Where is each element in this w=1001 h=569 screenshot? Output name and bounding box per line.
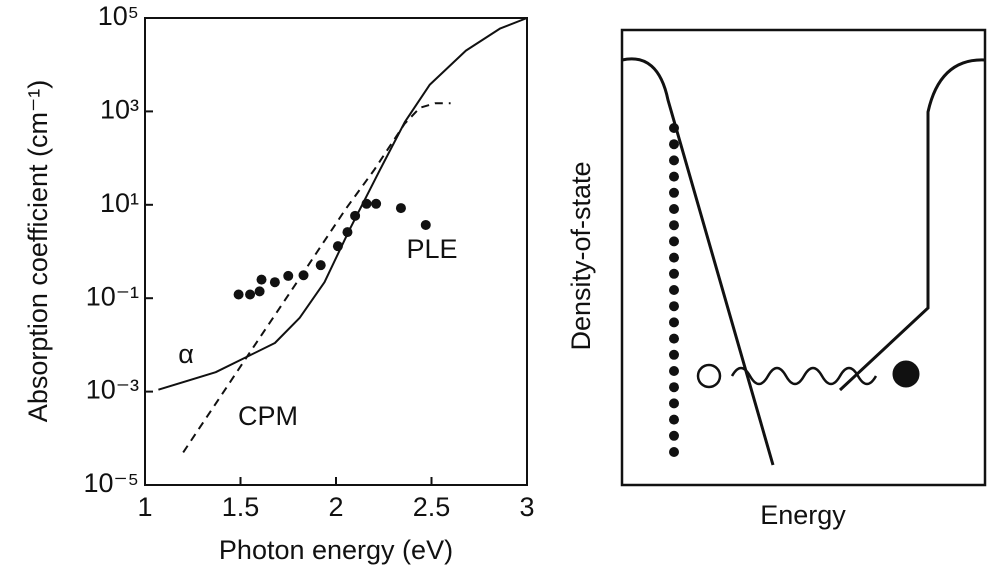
x-tick-label: 1.5 [222, 492, 260, 522]
data-point [245, 289, 256, 300]
plot-frame [144, 17, 528, 486]
y-tick-label: 10⁵ [98, 1, 139, 31]
data-point [332, 241, 343, 252]
conduction-band [838, 58, 986, 392]
tail-dot [669, 285, 679, 295]
y-tick-label: 10⁻¹ [86, 281, 139, 311]
diagram-y-label: Density-of-state [566, 161, 596, 350]
tail-dot [669, 123, 679, 133]
series-label: α [178, 339, 194, 369]
tail-dot [669, 155, 679, 166]
data-point [371, 198, 382, 209]
data-point [361, 198, 372, 209]
tail-dot [669, 252, 679, 263]
tail-dot [669, 204, 679, 214]
diagram-x-label: Energy [760, 500, 846, 530]
data-point [342, 227, 353, 238]
tail-dot [669, 349, 679, 360]
series-label: CPM [238, 401, 298, 431]
electron [892, 360, 920, 388]
valence-band [621, 57, 775, 466]
wavy-transition [730, 366, 878, 386]
x-axis-label: Photon energy (eV) [219, 535, 453, 565]
diagram-frame [620, 28, 987, 487]
data-point [233, 289, 244, 300]
data-point [254, 286, 265, 297]
tail-dot [669, 382, 679, 393]
y-tick-label: 10⁻³ [86, 375, 139, 405]
data-point [256, 274, 267, 285]
tail-states [669, 123, 679, 457]
y-tick-label: 10⁻⁵ [84, 468, 139, 498]
tail-dot [669, 268, 679, 279]
tail-dot [669, 447, 679, 457]
y-axis-label: Absorption coefficient (cm⁻¹) [23, 80, 53, 422]
dos-diagram [620, 28, 987, 487]
x-tick-label: 2.5 [413, 492, 451, 522]
series-line [158, 17, 528, 391]
data-point [283, 270, 294, 281]
tail-dot [669, 398, 679, 409]
tail-dot [669, 187, 679, 198]
series-label: PLE [406, 234, 457, 264]
tail-dot [669, 236, 679, 247]
y-tick-label: 10³ [100, 95, 139, 125]
tail-dot [669, 430, 679, 441]
x-tick-label: 2 [328, 492, 343, 522]
data-point [269, 277, 280, 288]
tail-dot [669, 414, 679, 425]
data-point [350, 210, 361, 221]
data-point [395, 203, 406, 214]
tail-dot [669, 139, 679, 150]
data-point [420, 219, 431, 230]
hole [696, 363, 722, 389]
x-tick-label: 1 [137, 492, 152, 522]
data-point [315, 260, 326, 271]
x-tick-label: 3 [519, 492, 534, 522]
tail-dot [669, 366, 679, 376]
y-tick-label: 10¹ [100, 188, 139, 218]
tail-dot [669, 301, 679, 312]
series-line [182, 102, 451, 453]
tail-dot [669, 171, 679, 182]
tail-dot [669, 220, 679, 231]
tail-dot [669, 317, 679, 328]
tail-dot [669, 333, 679, 344]
data-point [298, 270, 309, 281]
